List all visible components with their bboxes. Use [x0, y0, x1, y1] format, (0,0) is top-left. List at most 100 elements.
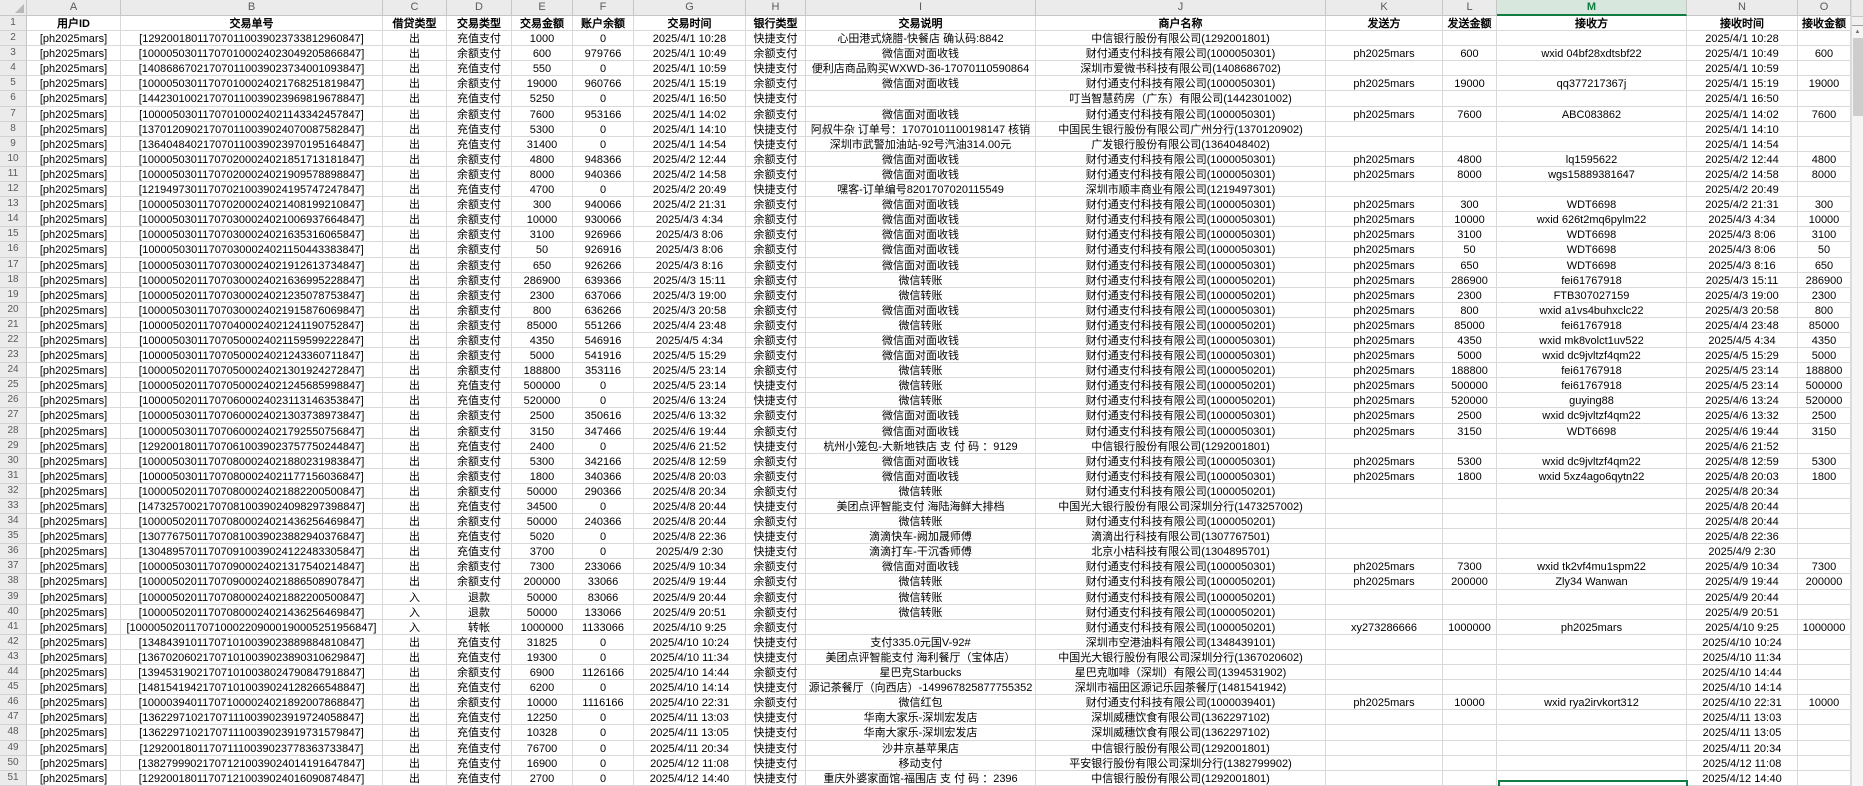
- cell[interactable]: 2025/4/11 13:03: [634, 710, 746, 726]
- column-letter-O[interactable]: O: [1798, 0, 1851, 16]
- cell[interactable]: 财付通支付科技有限公司(1000050301): [1036, 257, 1326, 273]
- cell[interactable]: 1000000: [1798, 619, 1851, 635]
- cell[interactable]: fei61767918: [1497, 272, 1687, 288]
- cell[interactable]: 5300: [512, 121, 573, 137]
- cell[interactable]: 沙井京基苹果店: [806, 740, 1036, 756]
- cell[interactable]: [ph2025mars]: [27, 302, 121, 318]
- cell[interactable]: 余额支付: [447, 46, 512, 62]
- cell[interactable]: [136702060217071010039023890310629847]: [121, 649, 383, 666]
- cell[interactable]: 50: [512, 242, 573, 258]
- cell[interactable]: 出: [383, 46, 447, 62]
- cell[interactable]: 出: [383, 378, 447, 394]
- cell[interactable]: 微信面对面收钱: [806, 332, 1036, 349]
- cell[interactable]: 余额支付: [447, 272, 512, 288]
- cell[interactable]: 余额支付: [746, 559, 806, 575]
- cell[interactable]: 2025/4/1 10:49: [634, 46, 746, 62]
- cell[interactable]: 286900: [1798, 272, 1851, 288]
- cell[interactable]: 948366: [573, 151, 634, 167]
- cell[interactable]: 0: [573, 740, 634, 756]
- cell[interactable]: [1443, 589, 1497, 605]
- cell[interactable]: 余额支付: [746, 589, 806, 605]
- cell[interactable]: 2500: [512, 408, 573, 424]
- cell[interactable]: 76700: [512, 740, 573, 756]
- cell[interactable]: 余额支付: [746, 408, 806, 424]
- cell[interactable]: [1497, 499, 1687, 515]
- cell[interactable]: 财付通支付科技有限公司(1000050201): [1036, 393, 1326, 409]
- cell[interactable]: ph2025mars: [1497, 619, 1687, 635]
- cell[interactable]: 2025/4/2 21:31: [1687, 197, 1798, 213]
- cell[interactable]: [138279990217071210039024014191647847]: [121, 755, 383, 771]
- cell[interactable]: WDT6698: [1497, 227, 1687, 243]
- cell[interactable]: 快捷支付: [746, 91, 806, 107]
- cell[interactable]: 0: [573, 121, 634, 137]
- cell[interactable]: 财付通支付科技有限公司(1000050301): [1036, 46, 1326, 62]
- cell[interactable]: 微信转账: [806, 483, 1036, 499]
- cell[interactable]: [1798, 483, 1851, 499]
- cell[interactable]: 2025/4/10 9:25: [634, 619, 746, 635]
- cell[interactable]: [100005030117070500024021159599222847]: [121, 332, 383, 349]
- cell[interactable]: WDT6698: [1497, 242, 1687, 258]
- cell[interactable]: [1443, 31, 1497, 47]
- cell[interactable]: 8000: [1443, 166, 1497, 183]
- cell[interactable]: [ph2025mars]: [27, 106, 121, 122]
- cell[interactable]: 19300: [512, 649, 573, 666]
- cell[interactable]: 财付通支付科技有限公司(1000050201): [1036, 514, 1326, 530]
- cell[interactable]: 2025/4/6 13:32: [634, 408, 746, 424]
- cell[interactable]: 4800: [512, 151, 573, 167]
- cell[interactable]: 微信转账: [806, 574, 1036, 590]
- cell[interactable]: 微信转账: [806, 287, 1036, 303]
- cell[interactable]: 出: [383, 499, 447, 515]
- cell[interactable]: 充值支付: [447, 31, 512, 47]
- cell[interactable]: 636266: [573, 302, 634, 318]
- cell[interactable]: 1000: [512, 31, 573, 47]
- cell[interactable]: 200000: [1798, 574, 1851, 590]
- cell[interactable]: 支付335.0元国V-92#: [806, 634, 1036, 650]
- cell[interactable]: [100005020117070900024021886508907847]: [121, 574, 383, 590]
- cell[interactable]: 7600: [1798, 106, 1851, 122]
- cell[interactable]: 余额支付: [447, 197, 512, 213]
- cell[interactable]: [1326, 121, 1443, 137]
- cell[interactable]: 960766: [573, 76, 634, 92]
- cell[interactable]: 2700: [512, 770, 573, 786]
- row-number[interactable]: 16: [0, 242, 27, 258]
- header-cell[interactable]: 用户ID: [27, 16, 121, 32]
- cell[interactable]: 深圳市福田区源记乐园茶餐厅(1481541942): [1036, 680, 1326, 696]
- cell[interactable]: 2025/4/11 13:05: [634, 725, 746, 741]
- cell[interactable]: 2025/4/1 14:02: [634, 106, 746, 122]
- cell[interactable]: 2025/4/3 20:58: [1687, 302, 1798, 318]
- cell[interactable]: 深圳威穗饮食有限公司(1362297102): [1036, 725, 1326, 741]
- cell[interactable]: 2025/4/10 14:44: [634, 665, 746, 681]
- cell[interactable]: 出: [383, 348, 447, 364]
- cell[interactable]: [ph2025mars]: [27, 393, 121, 409]
- cell[interactable]: 2025/4/3 8:06: [1687, 242, 1798, 258]
- cell[interactable]: [1443, 136, 1497, 152]
- cell[interactable]: 4800: [1443, 151, 1497, 167]
- cell[interactable]: 充值支付: [447, 529, 512, 545]
- row-number[interactable]: 27: [0, 408, 27, 424]
- cell[interactable]: [1326, 604, 1443, 620]
- cell[interactable]: 充值支付: [447, 710, 512, 726]
- cell[interactable]: 2025/4/8 20:44: [1687, 514, 1798, 530]
- cell[interactable]: 微信转账: [806, 589, 1036, 605]
- cell[interactable]: [ph2025mars]: [27, 257, 121, 273]
- cell[interactable]: 出: [383, 166, 447, 183]
- cell[interactable]: 微信面对面收钱: [806, 76, 1036, 92]
- cell[interactable]: 2025/4/8 12:59: [634, 453, 746, 469]
- cell[interactable]: [1497, 61, 1687, 77]
- cell[interactable]: 4350: [512, 332, 573, 349]
- cell[interactable]: 出: [383, 680, 447, 696]
- cell[interactable]: 2025/4/10 11:34: [1687, 649, 1798, 666]
- cell[interactable]: [806, 619, 1036, 635]
- cell[interactable]: ph2025mars: [1326, 151, 1443, 167]
- select-all-corner[interactable]: [0, 0, 27, 16]
- row-number[interactable]: 23: [0, 348, 27, 364]
- cell[interactable]: 5300: [1443, 453, 1497, 469]
- cell[interactable]: 3700: [512, 544, 573, 560]
- cell[interactable]: [100005030117070300024021635316065847]: [121, 227, 383, 243]
- cell[interactable]: 余额支付: [746, 348, 806, 364]
- cell[interactable]: [ph2025mars]: [27, 649, 121, 666]
- cell[interactable]: 2025/4/2 12:44: [634, 151, 746, 167]
- cell[interactable]: 340366: [573, 468, 634, 484]
- cell[interactable]: [1443, 680, 1497, 696]
- cell[interactable]: 2025/4/1 14:10: [634, 121, 746, 137]
